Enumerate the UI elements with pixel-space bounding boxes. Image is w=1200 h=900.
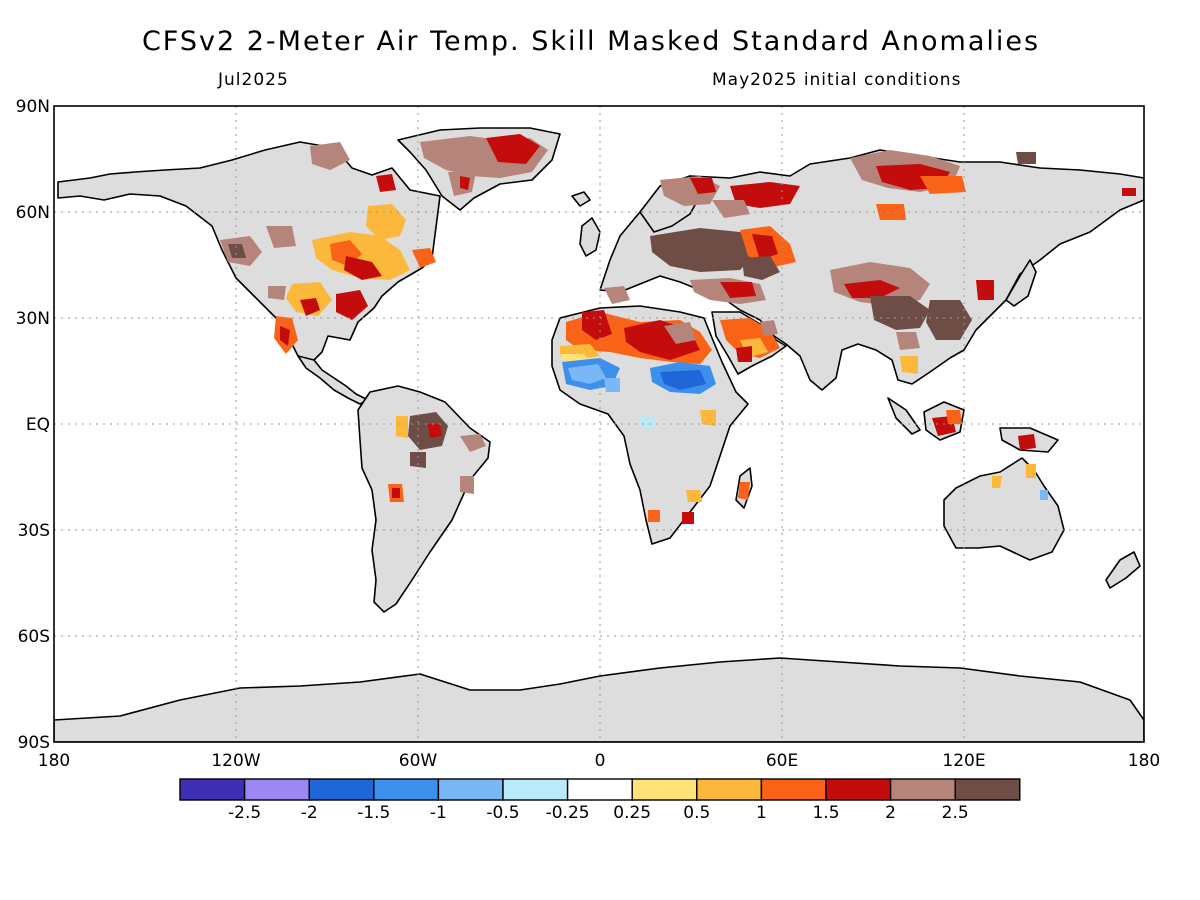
legend-swatch (437, 778, 504, 801)
latitude-labels: 90N 60N 30N EQ 30S 60S 90S (16, 97, 50, 753)
lat-label-90n: 90N (16, 97, 50, 117)
lon-label-60e: 60E (766, 751, 798, 771)
legend-swatch (696, 778, 763, 801)
map-title: CFSv2 2-Meter Air Temp. Skill Masked Sta… (141, 26, 1041, 57)
lon-label-180w: 180 (38, 751, 70, 771)
legend-tick-label: 1.5 (812, 803, 839, 823)
map-gridlines (54, 106, 1144, 742)
initial-conditions-label: May2025 initial conditions (712, 70, 962, 90)
map-frame (53, 105, 1145, 743)
lat-label-30n: 30N (16, 309, 50, 329)
legend-swatch (566, 778, 633, 801)
lon-label-180e: 180 (1128, 751, 1160, 771)
legend-tick-label: -2.5 (228, 803, 261, 823)
legend-swatch (308, 778, 375, 801)
lat-label-30s: 30S (18, 521, 50, 541)
lat-label-90s: 90S (18, 733, 50, 753)
legend-tick-label: 2 (885, 803, 896, 823)
legend-tick-label: 0.5 (683, 803, 710, 823)
legend-tick-label: 2.5 (942, 803, 969, 823)
legend-swatch (179, 778, 246, 801)
legend-swatch (631, 778, 698, 801)
legend-tick-label: -1.5 (357, 803, 390, 823)
legend-tick-label: 0.25 (613, 803, 651, 823)
legend-swatch (373, 778, 440, 801)
valid-month-label: Jul2025 (218, 70, 289, 90)
land-british-isles (579, 217, 601, 257)
lon-label-120w: 120W (211, 751, 260, 771)
lon-label-60w: 60W (399, 751, 438, 771)
land-antarctica (54, 657, 1144, 742)
legend-swatch (243, 778, 310, 801)
land-south-america (357, 385, 491, 613)
longitude-labels: 180 120W 60W 0 60E 120E 180 (38, 751, 1160, 771)
legend-tick-label: 1 (756, 803, 767, 823)
lat-label-60s: 60S (18, 627, 50, 647)
land-sumatra (887, 397, 921, 435)
land-new-zealand (1105, 551, 1141, 589)
legend-tick-label: -2 (301, 803, 318, 823)
land-australia (943, 457, 1065, 561)
land-iceland (571, 191, 591, 207)
land-japan (1005, 259, 1037, 307)
lon-label-120e: 120E (942, 751, 985, 771)
legend-swatch (502, 778, 569, 801)
land-central-america (297, 355, 369, 405)
legend-swatch (889, 778, 956, 801)
anomaly-patches (220, 134, 1136, 524)
legend-swatch (760, 778, 827, 801)
legend-tick-label: -0.5 (486, 803, 519, 823)
lat-label-eq: EQ (26, 415, 50, 435)
legend-swatch (825, 778, 892, 801)
legend-swatch (954, 778, 1021, 801)
lat-label-60n: 60N (16, 203, 50, 223)
color-scale-legend: -2.5 -2 -1.5 -1 -0.5 -0.25 0.25 0.5 1 1.5 2 2.5 (179, 778, 1021, 823)
land-masses (54, 127, 1144, 742)
map-plot-area (54, 106, 1144, 742)
lon-label-0: 0 (595, 751, 606, 771)
legend-tick-label: -0.25 (546, 803, 590, 823)
legend-tick-label: -1 (430, 803, 447, 823)
